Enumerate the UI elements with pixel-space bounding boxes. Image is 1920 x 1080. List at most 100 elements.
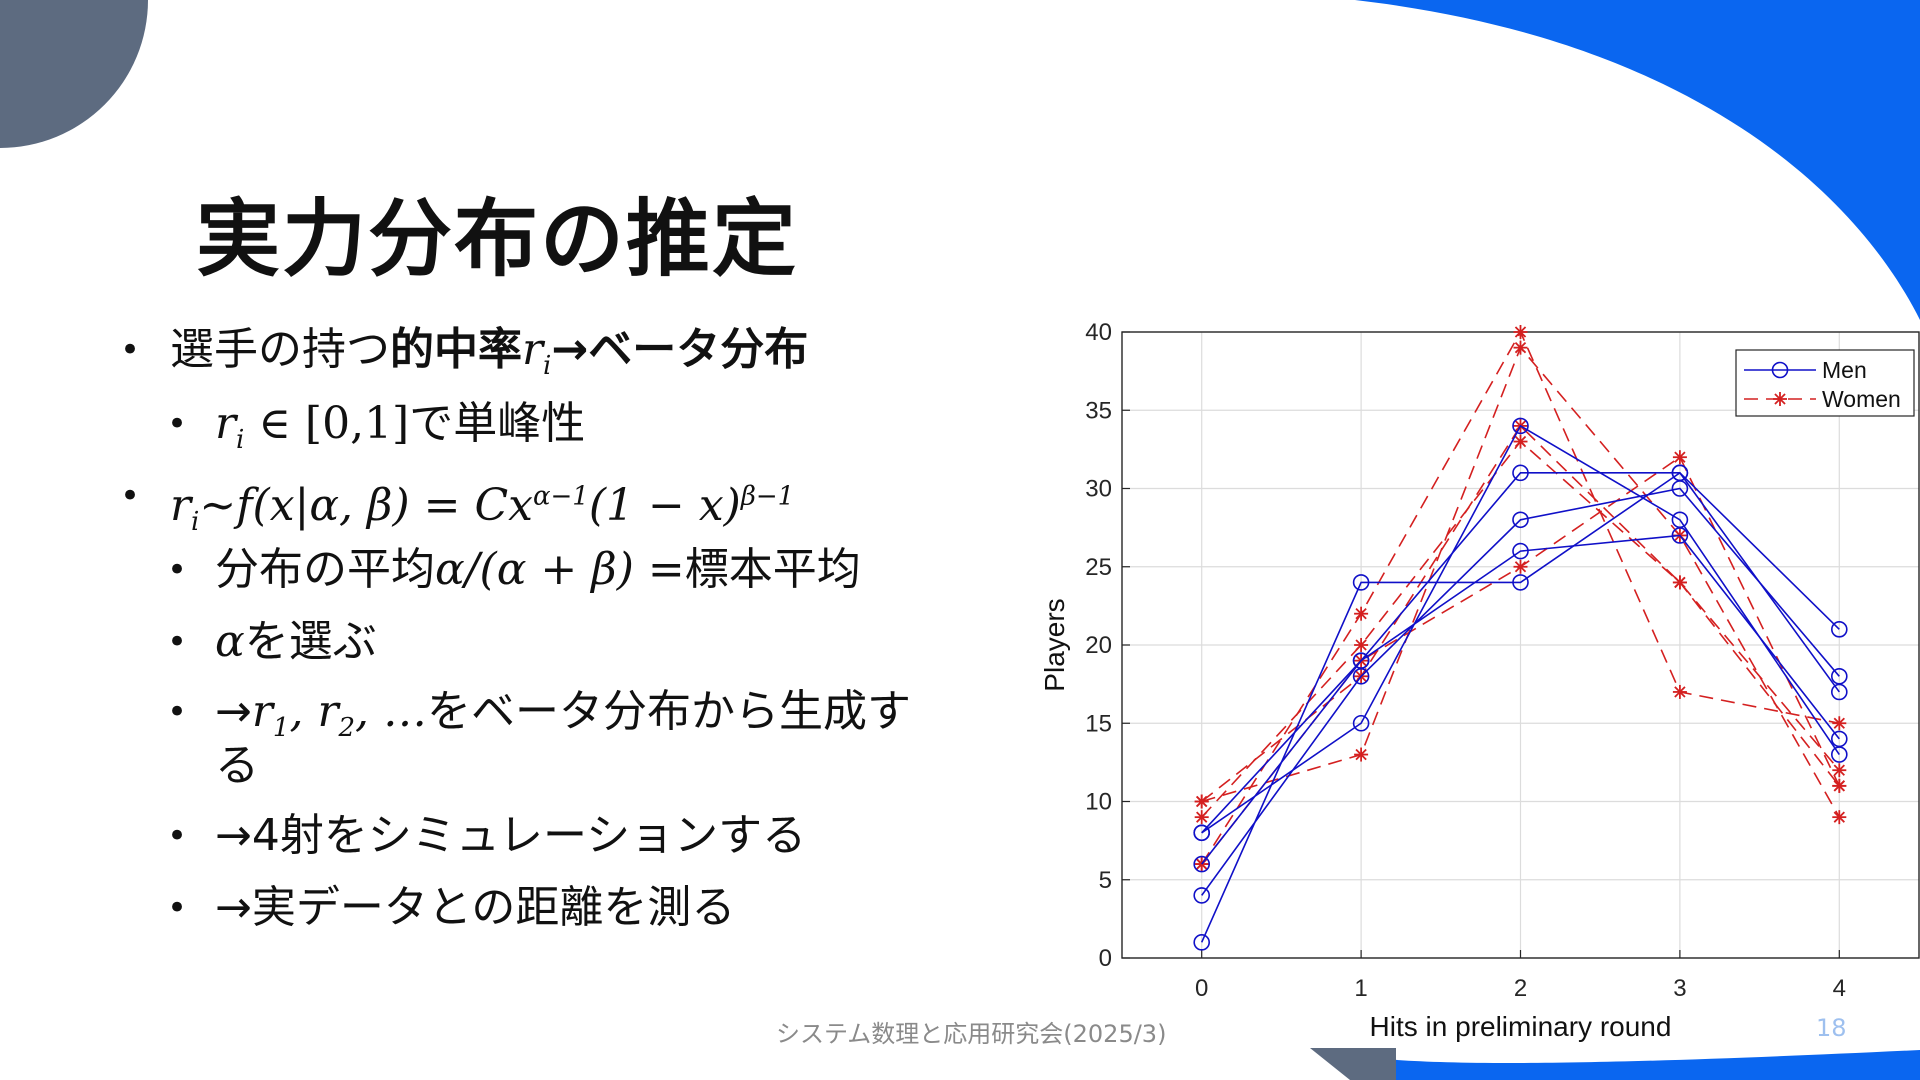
- data-point-asterisk: [1513, 434, 1528, 449]
- bullet-4-math: α/(α + β): [435, 544, 634, 595]
- bullet-5-text: を選ぶ: [244, 616, 377, 667]
- data-point-circle: [1512, 464, 1529, 482]
- bullet-dot: •: [167, 622, 188, 662]
- bullet-8-text: →実データとの距離を測る: [215, 882, 736, 933]
- bullet-7: • →4射をシミュレーションする: [167, 808, 807, 864]
- bullet-1-var-sub: i: [543, 350, 552, 381]
- asterisk-stroke: [1833, 780, 1845, 792]
- bullet-3-var-r: r: [170, 479, 192, 531]
- data-point-asterisk: [1672, 684, 1687, 699]
- asterisk-stroke: [1833, 811, 1845, 823]
- data-point-asterisk: [1832, 810, 1847, 825]
- y-tick-label: 30: [1085, 476, 1112, 503]
- bullet-6-sub1: 1: [272, 712, 290, 743]
- data-point-circle: [1512, 542, 1529, 560]
- y-tick-label: 25: [1085, 554, 1112, 581]
- asterisk-stroke: [1833, 764, 1845, 776]
- bullet-1-bold: 的中率: [390, 324, 522, 375]
- series-line: [1201, 472, 1840, 865]
- accent-swoosh-top: [1355, 0, 1920, 320]
- data-point-circle: [1512, 417, 1529, 435]
- data-point-circle: [1830, 621, 1848, 638]
- bullet-1-var: ri: [522, 324, 551, 381]
- data-point-circle: [1193, 887, 1210, 904]
- bullet-6-r1: r: [251, 686, 273, 737]
- data-point-circle: [1830, 667, 1848, 685]
- x-tick-label: 0: [1195, 975, 1208, 1002]
- bullet-3-sup2: β−1: [740, 481, 795, 511]
- men-series-5: [1193, 527, 1848, 842]
- x-tick-label: 2: [1514, 975, 1527, 1002]
- data-point-circle: [1512, 511, 1529, 529]
- data-point-asterisk: [1832, 763, 1847, 778]
- slide-title: 実力分布の推定: [196, 190, 799, 288]
- asterisk-stroke: [1514, 341, 1527, 354]
- bullet-6-ellipsis: , …: [355, 686, 428, 737]
- corner-circle: [0, 0, 148, 148]
- y-tick-label: 35: [1085, 397, 1112, 424]
- data-point-asterisk: [1194, 810, 1209, 825]
- bullet-2-var-r: r: [215, 398, 237, 449]
- bullet-1: • 選手の持つ的中率ri→ベータ分布: [120, 322, 808, 394]
- data-point-asterisk: [1194, 794, 1209, 809]
- bullet-dot: •: [167, 692, 188, 732]
- data-point-asterisk: [1513, 559, 1528, 574]
- bullet-3-formula: ri~f(x|α, β) = Cxα−1(1 − x)β−1: [170, 479, 795, 537]
- legend-label: Women: [1822, 386, 1901, 412]
- accent-swoosh-bottom: [1310, 1048, 1920, 1080]
- x-tick-label: 3: [1673, 975, 1686, 1002]
- bullet-dot: •: [167, 816, 188, 856]
- bullet-dot: •: [120, 476, 141, 516]
- bullet-1-text: 選手の持つ: [170, 324, 390, 375]
- bullet-6-math: r1, r2, …: [251, 686, 428, 743]
- men-series-3: [1193, 464, 1848, 873]
- data-point-circle: [1352, 574, 1370, 591]
- asterisk-stroke: [1196, 811, 1208, 823]
- asterisk-stroke: [1514, 561, 1527, 573]
- bullet-5-math: α: [215, 616, 245, 667]
- asterisk-stroke: [1774, 393, 1786, 405]
- asterisk-stroke: [1355, 608, 1367, 620]
- series-line: [1201, 424, 1840, 834]
- bullet-2-text: で単峰性: [409, 398, 586, 449]
- accent-bottom-dark: [1310, 1048, 1396, 1080]
- data-point-asterisk: [1832, 716, 1847, 731]
- bullet-2: • ri ∈ [0,1]で単峰性: [167, 396, 586, 468]
- bullet-5: • αを選ぶ: [167, 614, 377, 670]
- data-point-circle: [1352, 652, 1370, 669]
- bullet-dot: •: [167, 404, 188, 444]
- asterisk-stroke: [1355, 748, 1367, 761]
- data-point-asterisk: [1513, 340, 1528, 355]
- bullet-8: • →実データとの距離を測る: [167, 880, 736, 936]
- legend: Men Women: [1735, 349, 1915, 417]
- footer-text: システム数理と応用研究会(2025/3): [776, 1020, 1167, 1048]
- data-point-asterisk: [1773, 392, 1787, 406]
- bullet-4: • 分布の平均α/(α + β) =標本平均: [167, 542, 861, 598]
- bullet-6-r2: , r: [289, 686, 339, 737]
- bullet-6-continued: る: [215, 740, 259, 791]
- bullet-3-math2: (1 − x): [588, 479, 741, 531]
- data-point-asterisk: [1354, 638, 1369, 652]
- asterisk-stroke: [1674, 686, 1686, 698]
- data-point-asterisk: [1354, 747, 1369, 762]
- bullet-4-text2: =標本平均: [633, 544, 861, 595]
- series-line: [1200, 471, 1840, 943]
- page-number: 18: [1816, 1014, 1847, 1042]
- asterisk-stroke: [1355, 639, 1367, 651]
- bullet-1-arrow: →: [551, 324, 589, 375]
- asterisk-stroke: [1674, 576, 1686, 589]
- y-tick-label: 5: [1099, 867, 1112, 894]
- bullet-7-text: →4射をシミュレーションする: [215, 810, 807, 861]
- bullet-6-sub2: 2: [338, 712, 356, 743]
- data-point-circle: [1671, 480, 1689, 497]
- data-point-circle: [1193, 855, 1210, 873]
- y-tick-label: 10: [1085, 789, 1112, 816]
- bullet-6-arrow: →: [215, 686, 252, 737]
- bullet-dot: •: [167, 550, 188, 590]
- bullet-dot: •: [167, 888, 188, 928]
- bullet-6-text: をベータ分布から生成す: [427, 686, 912, 737]
- bullet-4-text: 分布の平均: [215, 544, 435, 595]
- bullet-6: • →r1, r2, …をベータ分布から生成す: [167, 684, 912, 756]
- series-line: [1201, 487, 1840, 896]
